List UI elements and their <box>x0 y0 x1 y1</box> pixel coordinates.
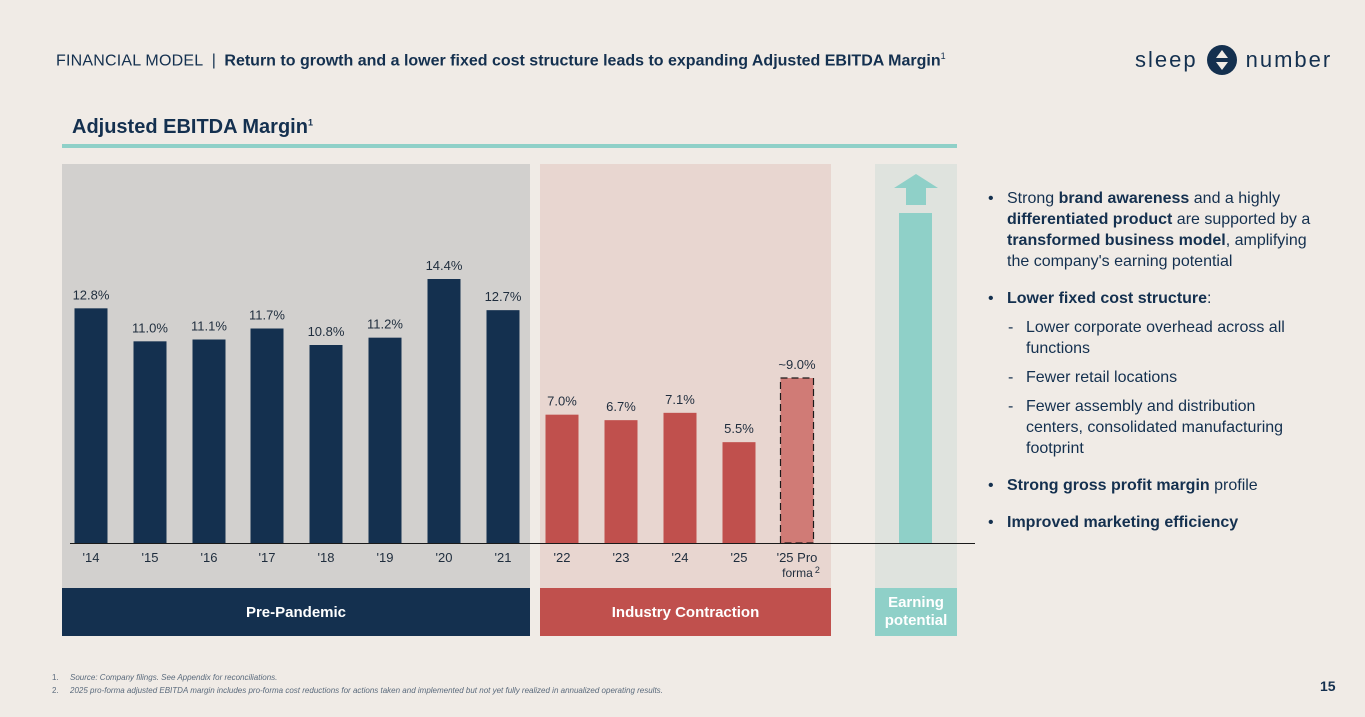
value-label-3: 11.7% <box>249 308 285 323</box>
value-label-1: 11.0% <box>132 320 168 335</box>
bullet-0-segment-2: and a highly <box>1189 190 1281 207</box>
value-label-0: 12.8% <box>73 287 110 302</box>
bullet-0-segment-6: , amplifying the company's earning poten… <box>1007 232 1307 270</box>
bullet-1-segment-1: : <box>1207 290 1212 307</box>
page-number: 15 <box>1320 678 1336 694</box>
tick-label-5: '19 <box>377 550 394 565</box>
key-points-list: Strong brand awareness and a highly diff… <box>986 188 1316 549</box>
chart-title: Adjusted EBITDA Margin1 <box>72 116 313 138</box>
group-label-earning-potential: Earning potential <box>875 588 957 636</box>
section-label: FINANCIAL MODEL <box>56 52 204 70</box>
tick-label-11: '25 <box>731 550 748 565</box>
bar-6 <box>427 279 461 543</box>
bullet-2-segment-1: profile <box>1209 477 1258 494</box>
logo-text-right: number <box>1245 47 1333 72</box>
value-label-9: 6.7% <box>606 399 636 414</box>
value-label-12: ~9.0% <box>778 357 816 372</box>
tick-label-9: '23 <box>613 550 630 565</box>
tick-label-4: '18 <box>318 550 335 565</box>
header-separator: | <box>211 52 216 70</box>
bar-7 <box>486 310 520 543</box>
chart-title-footnote-ref: 1 <box>307 117 313 128</box>
bar-10 <box>663 412 697 543</box>
tick-label-7: '21 <box>495 550 512 565</box>
bullet-1-sublist: Lower corporate overhead across all func… <box>986 317 1316 459</box>
logo-text-left: sleep <box>1135 47 1198 72</box>
bullet-0-segment-3: differentiated product <box>1007 211 1173 228</box>
tick-label-2: '16 <box>201 550 218 565</box>
up-arrow-icon <box>894 174 938 205</box>
bullet-3: Improved marketing efficiency <box>986 512 1316 533</box>
tick-label-10: '24 <box>672 550 689 565</box>
bullet-0-segment-4: are supported by a <box>1172 211 1311 228</box>
bar-8 <box>545 414 579 543</box>
logo-mark-icon <box>1206 45 1237 75</box>
bullet-0-segment-0: Strong <box>1007 190 1059 207</box>
bar-2 <box>192 339 226 543</box>
sub-bullet-1-0: Lower corporate overhead across all func… <box>986 317 1316 359</box>
bar-4 <box>309 345 343 543</box>
bullet-1: Lower fixed cost structure: <box>986 288 1316 309</box>
value-label-8: 7.0% <box>547 394 577 409</box>
footnote-2: 2. 2025 pro-forma adjusted EBITDA margin … <box>52 686 663 695</box>
bullet-0-segment-5: transformed business model <box>1007 232 1226 249</box>
group-label-industry-contraction: Industry Contraction <box>540 588 831 636</box>
value-label-2: 11.1% <box>191 319 227 334</box>
tick-label-0: '14 <box>83 550 100 565</box>
bullet-2-segment-0: Strong gross profit margin <box>1007 477 1210 494</box>
value-label-7: 12.7% <box>485 289 522 304</box>
value-label-6: 14.4% <box>426 258 463 273</box>
slide-title-footnote-ref: 1 <box>940 51 946 61</box>
sub-bullet-1-1: Fewer retail locations <box>986 367 1316 388</box>
bar-1 <box>133 341 167 543</box>
bar-12 <box>779 377 815 544</box>
tick-label-3: '17 <box>259 550 276 565</box>
footnotes: 1. Source: Company filings. See Appendix … <box>52 671 663 697</box>
slide-title: Return to growth and a lower fixed cost … <box>224 52 941 70</box>
bullet-0: Strong brand awareness and a highly diff… <box>986 188 1316 272</box>
bar-11 <box>722 442 756 543</box>
bullet-1-segment-0: Lower fixed cost structure <box>1007 290 1208 307</box>
bullet-3-segment-0: Improved marketing efficiency <box>1007 514 1239 531</box>
bar-3 <box>250 328 284 543</box>
bar-5 <box>368 337 402 543</box>
sub-bullet-1-2: Fewer assembly and distribution centers,… <box>986 396 1316 459</box>
tick-label-12-line1: '25 Pro <box>777 550 818 565</box>
value-label-10: 7.1% <box>665 392 695 407</box>
tick-label-1: '15 <box>142 550 159 565</box>
bar-9 <box>604 420 638 543</box>
value-label-4: 10.8% <box>308 324 345 339</box>
company-logo: sleep number <box>1135 44 1332 76</box>
footnote-1: 1. Source: Company filings. See Appendix … <box>52 673 278 682</box>
slide-header: FINANCIAL MODEL | Return to growth and a… <box>56 51 946 70</box>
bar-0 <box>74 308 108 543</box>
tick-label-footnote-ref: 2 <box>815 565 820 575</box>
tick-label-6: '20 <box>436 550 453 565</box>
tick-label-8: '22 <box>554 550 571 565</box>
tick-label-12-line2: forma 2 <box>782 565 820 580</box>
value-label-5: 11.2% <box>367 317 403 332</box>
earning-potential-bar <box>899 213 932 543</box>
group-label-pre-pandemic: Pre-Pandemic <box>62 588 530 636</box>
bullet-2: Strong gross profit margin profile <box>986 475 1316 496</box>
value-label-11: 5.5% <box>724 421 754 436</box>
bullet-0-segment-1: brand awareness <box>1058 190 1190 207</box>
title-underline <box>62 144 957 148</box>
